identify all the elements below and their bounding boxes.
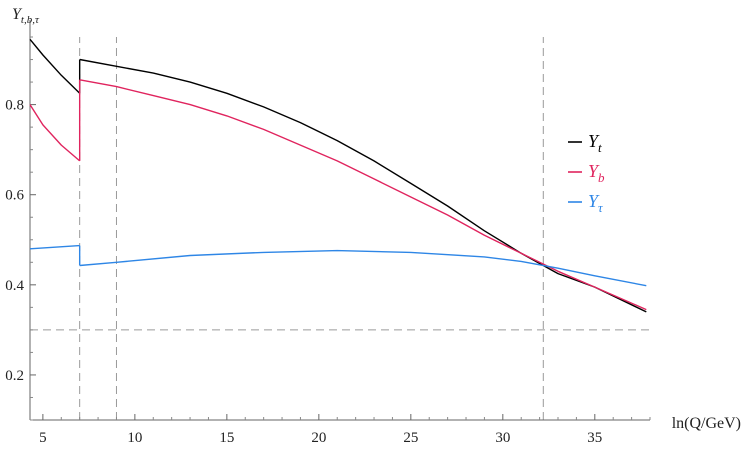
series-segment-2 xyxy=(79,79,647,311)
x-tick-label: 15 xyxy=(219,430,234,446)
x-tick-label: 5 xyxy=(39,430,47,446)
x-tick-label: 25 xyxy=(403,430,418,446)
series-segment-1 xyxy=(29,38,81,94)
y-tick-label: 0.2 xyxy=(5,368,24,384)
y-axis-title: Yt,b,τ xyxy=(12,6,40,26)
legend-item: Yτ xyxy=(568,191,604,215)
y-tick-label: 0.4 xyxy=(5,278,24,294)
series-segment-2 xyxy=(79,249,647,287)
x-tick-label: 30 xyxy=(495,430,510,446)
x-tick-label: 35 xyxy=(587,430,602,446)
axes xyxy=(29,20,650,421)
legend-label: Yb xyxy=(588,161,605,185)
series-segment-2 xyxy=(79,58,647,313)
series-segment-1 xyxy=(29,104,81,162)
legend-item: Yt xyxy=(568,131,602,155)
axis-titles: Yt,b,τ ln(Q/GeV) xyxy=(12,6,741,432)
x-axis-title: ln(Q/GeV) xyxy=(672,415,741,432)
series-yb xyxy=(29,79,647,311)
legend-label: Yτ xyxy=(588,191,604,215)
x-tick-label: 20 xyxy=(311,430,326,446)
series-segment-1 xyxy=(29,244,80,250)
x-tick-label: 10 xyxy=(127,430,142,446)
chart-legend: Yt Yb Yτ xyxy=(568,131,605,215)
legend-item: Yb xyxy=(568,161,605,185)
y-tick-label: 0.6 xyxy=(5,188,24,204)
axis-ticks xyxy=(30,36,651,421)
series-ytau xyxy=(29,244,647,287)
y-tick-label: 0.8 xyxy=(5,98,24,114)
series-lines xyxy=(29,38,647,313)
legend-label: Yt xyxy=(588,131,602,155)
axis-tick-labels: 5 10 15 20 25 30 35 0.2 0.4 0.6 0.8 xyxy=(5,98,602,446)
